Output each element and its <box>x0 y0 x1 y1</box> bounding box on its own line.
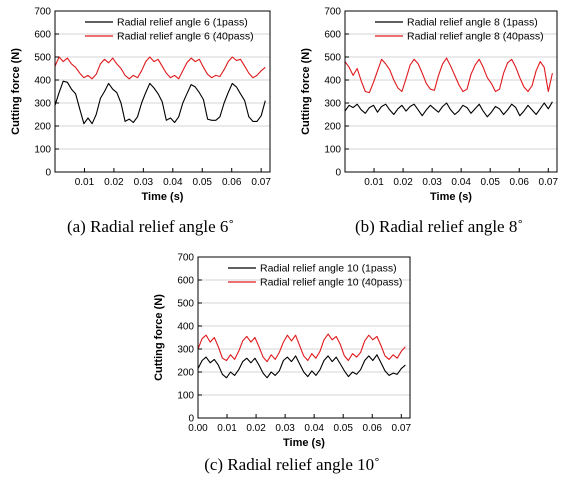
chart-b-x-tick-label: 0.03 <box>422 177 442 188</box>
chart-a-y-tick-label: 500 <box>34 53 51 64</box>
chart-a-legend-label-1pass: Radial relief angle 6 (1pass) <box>117 17 248 29</box>
chart-b-x-tick-label: 0.02 <box>393 177 413 188</box>
chart-a-y-tick-label: 700 <box>34 7 51 18</box>
chart-c-y-axis-label: Cutting force (N) <box>153 294 165 381</box>
chart-b-y-axis-label: Cutting force (N) <box>300 48 312 135</box>
chart-b-y-tick-label: 500 <box>324 53 341 64</box>
chart-a-y-tick-label: 400 <box>34 76 51 87</box>
chart-a-x-ticks: 0.01 0.02 0.03 0.04 0.05 0.06 0.07 <box>75 168 271 188</box>
chart-b-legend: Radial relief angle 8 (1pass) Radial rel… <box>375 17 544 43</box>
chart-b-x-axis-label: Time (s) <box>430 191 472 203</box>
chart-c-y-tick-label: 0 <box>188 414 194 425</box>
chart-b-x-tick-label: 0.05 <box>480 177 500 188</box>
chart-c-series <box>197 333 406 379</box>
chart-c-x-tick-label: 0.02 <box>246 423 266 434</box>
chart-a-series <box>54 56 266 125</box>
chart-a-x-axis-label: Time (s) <box>142 191 184 203</box>
chart-a-x-tick-label: 0.03 <box>134 177 154 188</box>
chart-b-x-tick-label: 0.07 <box>539 177 559 188</box>
chart-c-grid <box>198 279 410 396</box>
chart-c-series-line-40pass <box>197 333 406 363</box>
chart-c-y-tick-label: 700 <box>177 253 194 264</box>
chart-a-legend: Radial relief angle 6 (1pass) Radial rel… <box>85 17 254 43</box>
chart-c-x-axis-label: Time (s) <box>283 437 325 449</box>
chart-a-y-tick-label: 300 <box>34 99 51 110</box>
chart-b-y-ticks: 0 100 200 300 400 500 600 700 <box>324 7 349 179</box>
chart-a-grid <box>55 33 270 150</box>
chart-c-legend-label-40pass: Radial relief angle 10 (40pass) <box>260 277 402 289</box>
chart-a-series-line-1pass <box>54 80 266 125</box>
chart-b-plot-frame <box>344 10 558 173</box>
chart-b-caption: (b) Radial relief angle 8˚ <box>355 217 523 236</box>
chart-a-legend-label-40pass: Radial relief angle 6 (40pass) <box>117 31 254 43</box>
chart-a-plot-frame <box>54 10 271 173</box>
chart-c-y-tick-label: 300 <box>177 345 194 356</box>
chart-a-x-tick-label: 0.04 <box>163 177 183 188</box>
chart-b-y-tick-label: 200 <box>324 122 341 133</box>
chart-c-legend-label-1pass: Radial relief angle 10 (1pass) <box>260 263 397 275</box>
chart-c-x-tick-label: 0.04 <box>304 423 324 434</box>
chart-a-y-ticks: 0 100 200 300 400 500 600 700 <box>34 7 59 179</box>
chart-c-y-tick-label: 500 <box>177 299 194 310</box>
chart-a-caption: (a) Radial relief angle 6˚ <box>67 217 234 236</box>
chart-c-plot-frame <box>197 256 411 419</box>
chart-a-x-tick-label: 0.05 <box>193 177 213 188</box>
chart-a-x-tick-label: 0.01 <box>75 177 95 188</box>
chart-b-x-tick-label: 0.01 <box>364 177 384 188</box>
chart-a-x-tick-label: 0.07 <box>251 177 271 188</box>
chart-c-x-tick-label: 0.07 <box>392 423 412 434</box>
chart-b-y-tick-label: 300 <box>324 99 341 110</box>
chart-c-y-ticks: 0 100 200 300 400 500 600 700 <box>177 253 202 425</box>
chart-b-y-tick-label: 0 <box>335 168 341 179</box>
chart-b-legend-label-1pass: Radial relief angle 8 (1pass) <box>407 17 538 29</box>
chart-c-x-tick-label: 0.03 <box>275 423 295 434</box>
chart-a-y-tick-label: 200 <box>34 122 51 133</box>
chart-c-x-tick-label: 0.01 <box>217 423 237 434</box>
chart-c-series-line-1pass <box>197 354 406 379</box>
chart-c-y-tick-label: 100 <box>177 391 194 402</box>
chart-c-x-tick-label: 0.05 <box>333 423 353 434</box>
chart-c-x-tick-label: 0.06 <box>363 423 383 434</box>
chart-b-y-tick-label: 100 <box>324 145 341 156</box>
chart-c-x-tick-label: 0.00 <box>188 423 208 434</box>
chart-b-x-tick-label: 0.04 <box>451 177 471 188</box>
chart-a-y-tick-label: 0 <box>45 168 51 179</box>
chart-c-y-tick-label: 400 <box>177 322 194 333</box>
chart-b-y-tick-label: 600 <box>324 30 341 41</box>
chart-b-series <box>344 57 553 118</box>
chart-c-legend: Radial relief angle 10 (1pass) Radial re… <box>228 263 402 289</box>
chart-b-y-tick-label: 400 <box>324 76 341 87</box>
chart-c-y-tick-label: 200 <box>177 368 194 379</box>
chart-a-x-tick-label: 0.06 <box>222 177 242 188</box>
chart-a-y-tick-label: 100 <box>34 145 51 156</box>
chart-c-x-ticks: 0.00 0.01 0.02 0.03 0.04 0.05 0.06 0.07 <box>188 414 411 434</box>
chart-b-y-tick-label: 700 <box>324 7 341 18</box>
chart-a-x-tick-label: 0.02 <box>104 177 124 188</box>
chart-b-legend-label-40pass: Radial relief angle 8 (40pass) <box>407 31 544 43</box>
chart-b-x-tick-label: 0.06 <box>510 177 530 188</box>
chart-c-y-tick-label: 600 <box>177 276 194 287</box>
chart-b-grid <box>345 33 557 150</box>
chart-a-y-tick-label: 600 <box>34 30 51 41</box>
chart-a-series-line-40pass <box>54 56 266 80</box>
chart-b-x-ticks: 0.01 0.02 0.03 0.04 0.05 0.06 0.07 <box>364 168 558 188</box>
chart-b-series-line-1pass <box>344 101 553 118</box>
chart-a-y-axis-label: Cutting force (N) <box>10 48 22 135</box>
chart-b-series-line-40pass <box>344 57 553 94</box>
chart-c-caption: (c) Radial relief angle 10˚ <box>204 455 380 474</box>
